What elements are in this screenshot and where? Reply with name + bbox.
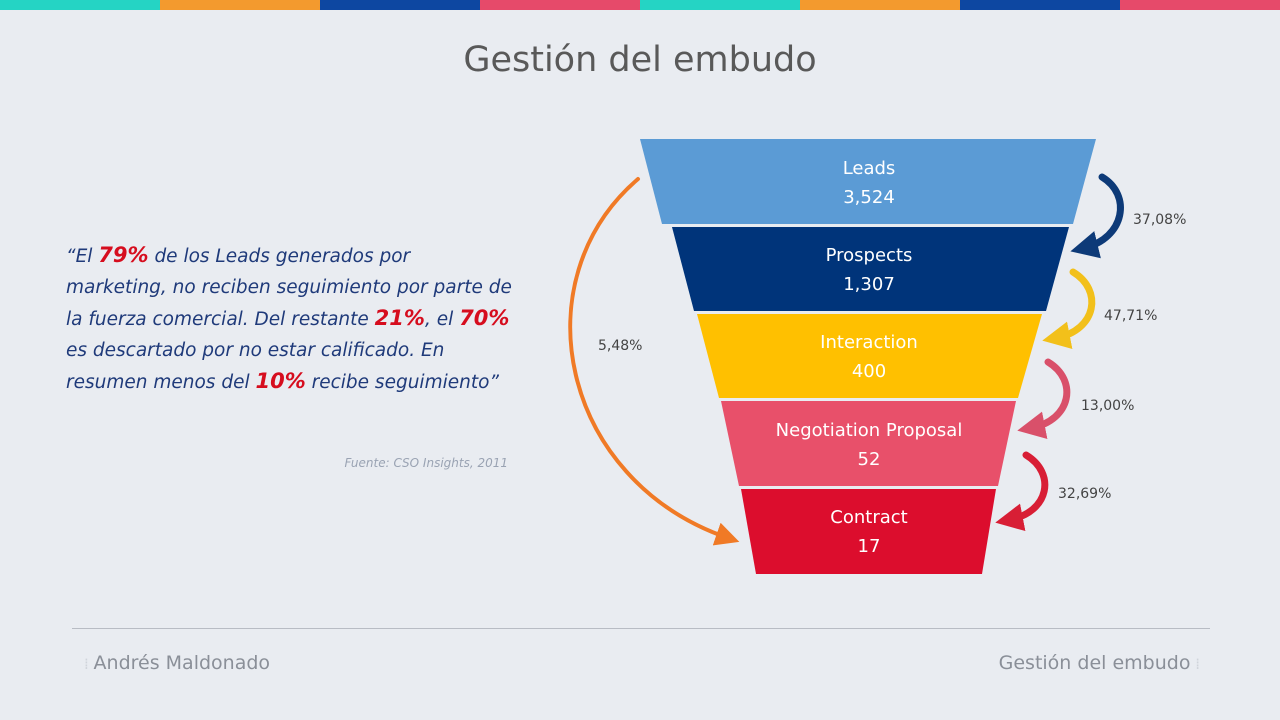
- stage-name-label: Negotiation Proposal: [776, 420, 963, 441]
- quote-highlight: 70%: [459, 306, 510, 330]
- curved-arrow-icon: [1042, 268, 1096, 350]
- footer-author: ⁞ Andrés Maldonado: [84, 652, 270, 674]
- conversion-rate-label: 37,08%: [1133, 212, 1186, 228]
- curved-arrow-icon: [568, 177, 740, 546]
- top-bar-segment: [160, 0, 320, 10]
- stage-name-label: Leads: [843, 158, 896, 179]
- funnel-stage-leads: [640, 139, 1096, 224]
- slide-title: Gestión del embudo: [463, 40, 817, 80]
- quote-highlight: 10%: [255, 369, 306, 393]
- source-citation: Fuente: CSO Insights, 2011: [344, 456, 508, 470]
- curved-arrow-icon: [995, 451, 1049, 532]
- funnel-diagram: Leads 3,524 Prospects 1,307 Interaction …: [568, 139, 1186, 574]
- top-bar-segment: [960, 0, 1120, 10]
- quote-text-part: “El: [66, 246, 99, 267]
- stage-value-label: 400: [852, 361, 886, 382]
- funnel-stage-negotiation: [721, 401, 1016, 486]
- top-bar-segment: [0, 0, 160, 10]
- stage-value-label: 52: [858, 449, 881, 470]
- top-color-bar: [0, 0, 1280, 10]
- quote-text-part: es descartado por no estar calificado. E…: [66, 340, 445, 393]
- top-bar-segment: [800, 0, 960, 10]
- funnel-stage-prospects: [672, 227, 1069, 311]
- curved-arrow-icon: [1017, 358, 1071, 440]
- stage-value-label: 17: [858, 536, 881, 557]
- footer-tick: ⁞: [84, 655, 94, 673]
- top-bar-segment: [480, 0, 640, 10]
- overall-conversion-label: 5,48%: [598, 338, 642, 354]
- conversion-rate-label: 32,69%: [1058, 486, 1111, 502]
- stage-name-label: Contract: [830, 507, 907, 528]
- footer-section-label: Gestión del embudo: [998, 652, 1191, 674]
- stage-name-label: Interaction: [820, 332, 918, 353]
- quote-highlight: 79%: [98, 243, 149, 267]
- funnel-stage-contract: [741, 489, 996, 574]
- footer-divider: [72, 628, 1210, 629]
- quote-text-part: , el: [424, 309, 460, 330]
- footer-author-label: Andrés Maldonado: [93, 652, 271, 674]
- quote-highlight: 21%: [374, 306, 425, 330]
- stage-value-label: 1,307: [843, 274, 895, 295]
- top-bar-segment: [320, 0, 480, 10]
- quote-text: “El 79% de los Leads generados por marke…: [66, 240, 516, 398]
- stage-name-label: Prospects: [826, 245, 913, 266]
- stage-value-label: 3,524: [843, 187, 895, 208]
- quote-text-part: de los Leads generados por marketing, no…: [66, 246, 512, 330]
- top-bar-segment: [640, 0, 800, 10]
- funnel-stage-interaction: [697, 314, 1042, 398]
- footer-section: Gestión del embudo ⁞: [999, 652, 1200, 674]
- conversion-rate-label: 13,00%: [1081, 398, 1134, 414]
- curved-arrow-icon: [1070, 173, 1124, 259]
- footer-tick: ⁞: [1190, 655, 1200, 673]
- top-bar-segment: [1120, 0, 1280, 10]
- quote-text-part: recibe seguimiento”: [305, 372, 499, 393]
- conversion-rate-label: 47,71%: [1104, 308, 1157, 324]
